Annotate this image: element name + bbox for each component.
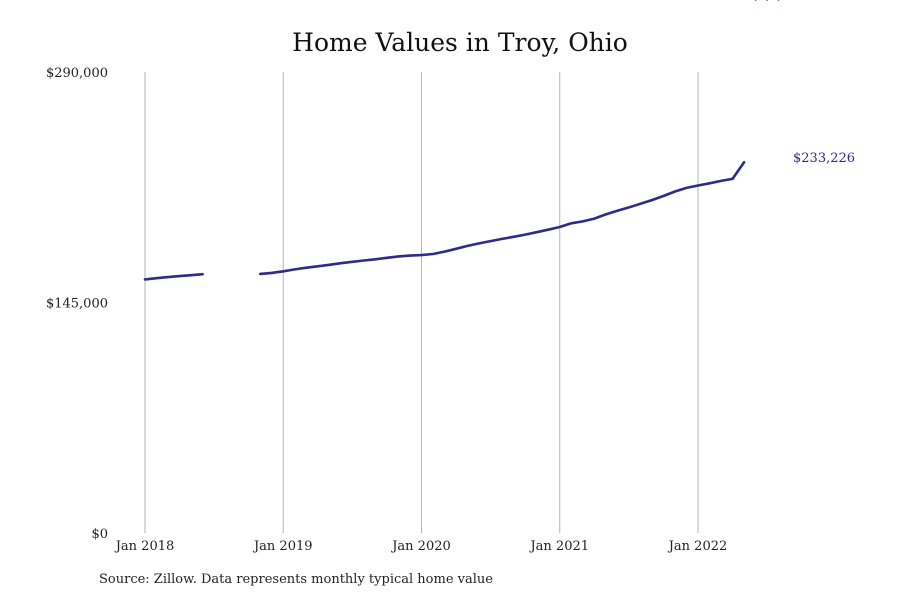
x-tick-label: Jan 2022: [667, 539, 728, 554]
end-value-label: $233,226: [793, 151, 855, 166]
data-point: [259, 273, 262, 275]
data-point: [386, 257, 388, 259]
data-point: [628, 206, 630, 209]
data-point: [190, 274, 192, 277]
data-point: [455, 248, 457, 250]
x-tick-label: Jan 2021: [528, 539, 589, 554]
data-point: [720, 180, 722, 182]
series-lines: [143, 0, 780, 281]
data-point: [409, 254, 411, 257]
data-point: [674, 190, 676, 193]
x-tick-label: Jan 2018: [114, 539, 175, 554]
data-point: [501, 238, 503, 240]
data-point: [351, 261, 354, 263]
data-point: [685, 187, 688, 189]
data-point: [766, 0, 768, 1]
x-tick-label: Jan 2020: [390, 539, 451, 554]
x-tick-label: Jan 2019: [252, 539, 313, 554]
data-point: [340, 262, 342, 265]
data-point: [144, 278, 146, 281]
data-point: [639, 203, 642, 205]
data-point: [605, 213, 607, 216]
data-point: [374, 258, 377, 261]
data-point: [697, 184, 699, 187]
data-point: [535, 231, 538, 233]
data-point: [489, 240, 492, 242]
data-point: [167, 276, 169, 278]
data-point: [570, 222, 573, 225]
vertical-gridlines: [144, 72, 699, 533]
data-point: [582, 220, 584, 223]
chart-title: Home Values in Troy, Ohio: [292, 28, 628, 57]
data-point: [466, 245, 469, 247]
source-note: Source: Zillow. Data represents monthly …: [99, 572, 493, 587]
y-tick-label: $145,000: [46, 297, 108, 312]
data-point: [443, 250, 446, 253]
data-point: [559, 226, 561, 228]
data-point: [524, 233, 526, 236]
data-point: [282, 270, 285, 273]
data-point: [363, 259, 365, 262]
data-point: [616, 210, 619, 212]
data-point: [432, 253, 434, 255]
y-tick-label: $0: [91, 527, 108, 542]
data-point: [201, 273, 204, 276]
data-point: [743, 161, 745, 164]
data-point: [305, 266, 308, 269]
y-tick-label: $290,000: [46, 66, 108, 81]
data-point: [593, 217, 596, 220]
data-point: [547, 228, 549, 231]
y-axis-ticks: $0 $145,000 $290,000: [46, 66, 108, 542]
data-point: [651, 199, 653, 201]
data-point: [294, 268, 296, 271]
data-point: [328, 264, 331, 266]
data-point: [397, 255, 400, 258]
data-point: [512, 236, 515, 238]
data-point: [777, 0, 780, 1]
data-point: [478, 242, 480, 245]
data-point: [420, 254, 423, 256]
series-line-segment-0: [143, 272, 204, 281]
series-line-segment-1: [258, 161, 746, 276]
data-point: [178, 275, 181, 277]
data-point: [155, 277, 158, 280]
data-point: [708, 182, 711, 185]
data-point: [754, 0, 757, 1]
data-point: [662, 195, 665, 197]
data-point: [270, 272, 273, 274]
x-axis-ticks: Jan 2018 Jan 2019 Jan 2020 Jan 2021 Jan 2022: [114, 539, 728, 554]
data-point: [317, 265, 319, 268]
data-point: [731, 178, 734, 180]
